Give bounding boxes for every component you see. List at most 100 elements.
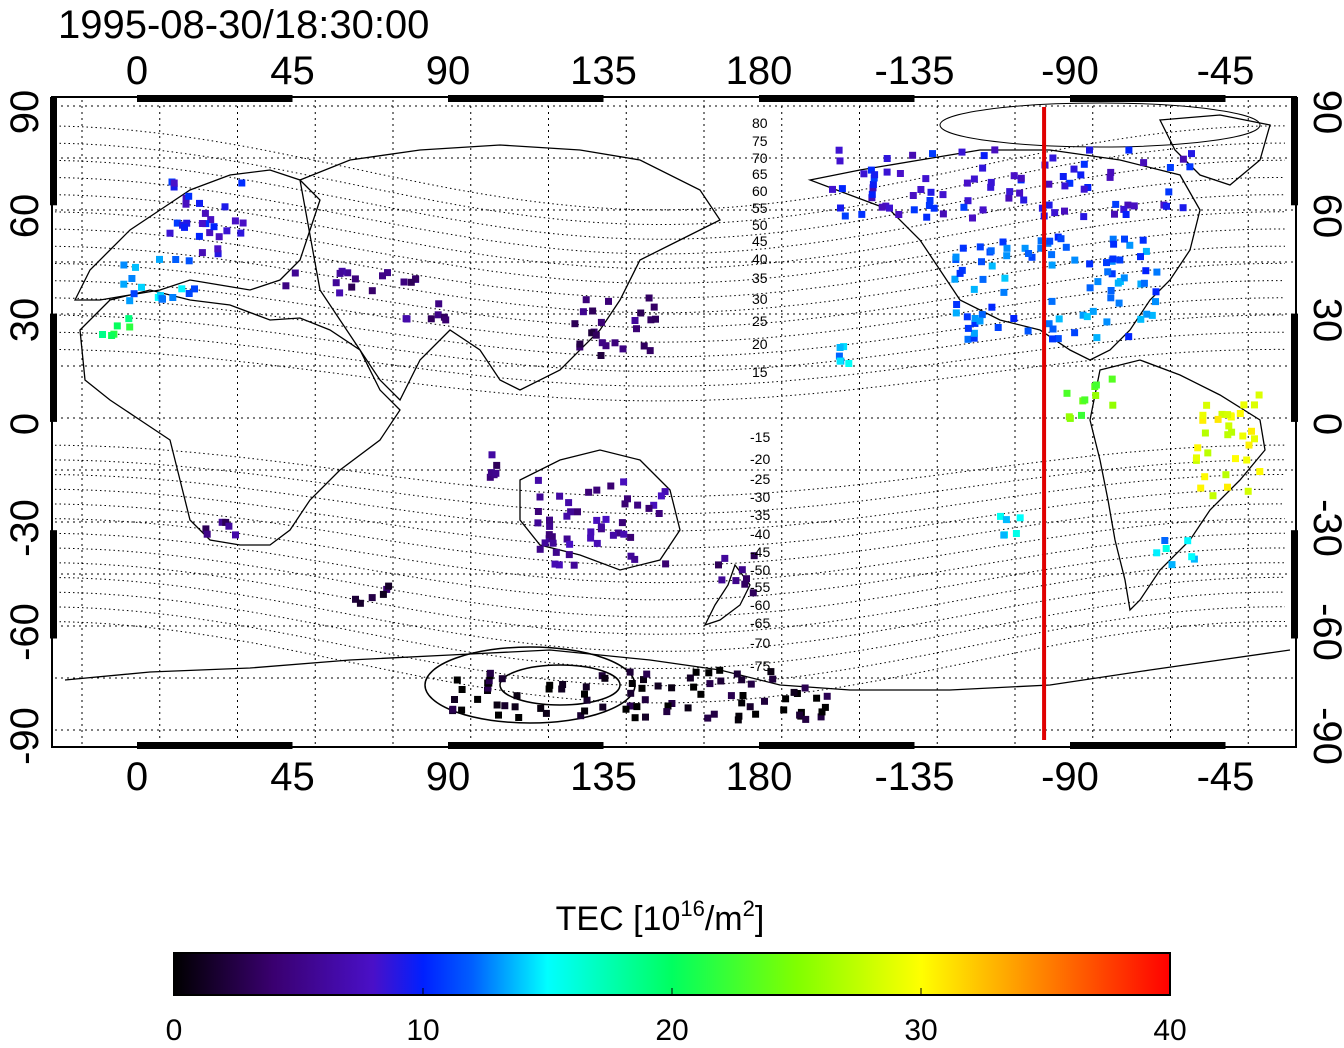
tec-point xyxy=(645,504,653,512)
tec-point xyxy=(1080,160,1088,168)
tec-point xyxy=(214,250,222,258)
colorbar-ticks: 0 10 20 30 40 xyxy=(166,988,1187,1047)
tec-point xyxy=(592,331,600,339)
tec-point xyxy=(138,283,145,291)
tec-point xyxy=(587,534,595,542)
tec-point xyxy=(734,716,742,724)
tec-point xyxy=(534,508,542,515)
tec-point xyxy=(128,275,136,282)
tec-point xyxy=(582,296,590,304)
tec-point xyxy=(1255,391,1263,399)
tec-point xyxy=(403,315,411,323)
mag-contour xyxy=(54,280,1285,343)
tec-point xyxy=(536,545,544,553)
tec-point xyxy=(1046,237,1054,245)
tec-point xyxy=(185,290,193,297)
tec-point xyxy=(597,523,605,531)
tec-point xyxy=(952,309,960,317)
lon-tick-label-top: -90 xyxy=(1041,49,1099,93)
tec-point xyxy=(668,700,676,707)
colorbar-tick-label: 40 xyxy=(1153,1014,1186,1047)
tec-point xyxy=(185,192,193,200)
tec-point xyxy=(838,185,846,193)
tec-point xyxy=(1089,307,1097,315)
tec-point xyxy=(1125,333,1133,341)
tec-point xyxy=(979,164,987,172)
tec-point xyxy=(598,339,606,347)
tec-point xyxy=(835,146,843,154)
tec-point xyxy=(930,204,938,212)
mag-contour xyxy=(54,444,1285,498)
tec-point xyxy=(1214,415,1222,423)
tec-point xyxy=(1137,315,1145,323)
tec-point xyxy=(1049,335,1056,343)
tec-point xyxy=(878,203,886,211)
tec-point xyxy=(1094,278,1102,286)
tec-point xyxy=(823,692,831,700)
mag-contour xyxy=(54,503,1285,566)
contour-label: -75 xyxy=(750,658,770,674)
tec-point xyxy=(640,676,647,684)
tec-point xyxy=(1048,261,1056,269)
tec-point xyxy=(718,576,726,584)
tec-point xyxy=(631,714,639,722)
tec-point xyxy=(1224,411,1232,419)
tec-point xyxy=(1218,410,1226,418)
contour-label: -60 xyxy=(750,597,770,613)
tec-point xyxy=(583,696,591,704)
tec-point xyxy=(556,492,564,500)
tec-point xyxy=(588,329,596,337)
tec-point xyxy=(951,275,959,283)
tec-point xyxy=(925,202,933,209)
tec-point xyxy=(1093,334,1101,342)
tec-point xyxy=(1078,411,1085,419)
tec-point xyxy=(223,227,231,235)
tec-point xyxy=(549,539,557,547)
top-tick-bar xyxy=(1070,95,1226,102)
tec-point xyxy=(384,269,391,277)
tec-point xyxy=(1232,455,1239,463)
tec-point xyxy=(801,684,809,692)
tec-point xyxy=(458,686,466,693)
tec-point xyxy=(501,702,509,710)
tec-point xyxy=(640,342,648,350)
tec-point xyxy=(1108,270,1116,278)
lon-tick-label-top: 45 xyxy=(270,49,315,93)
tec-point xyxy=(1161,537,1169,544)
tec-point xyxy=(1104,268,1112,276)
tec-point xyxy=(486,473,494,481)
mag-contour xyxy=(54,488,1285,549)
lon-tick-label-top: -135 xyxy=(874,49,954,93)
tec-point xyxy=(971,319,979,327)
tec-point xyxy=(655,510,663,517)
tec-point xyxy=(291,269,299,277)
tec-point xyxy=(767,668,775,676)
nz-coast xyxy=(703,563,751,627)
tec-point xyxy=(647,316,655,324)
tec-point xyxy=(663,708,671,716)
tec-point xyxy=(684,704,692,712)
lat-tick-label-left: -30 xyxy=(3,499,47,557)
tec-point xyxy=(458,706,466,714)
lat-tick-label-right: 0 xyxy=(1305,413,1344,435)
contour-label: -40 xyxy=(750,526,770,542)
tec-point xyxy=(958,148,966,156)
tec-point xyxy=(534,476,542,484)
tec-point xyxy=(493,461,501,469)
right-tick-bar xyxy=(1291,313,1298,422)
tec-point xyxy=(495,711,502,719)
tec-point xyxy=(125,315,133,323)
tec-point xyxy=(732,577,740,585)
tec-point xyxy=(1020,196,1028,204)
tec-point xyxy=(576,340,584,348)
tec-point xyxy=(813,694,821,702)
tec-point xyxy=(515,714,523,721)
tec-point xyxy=(620,478,628,486)
tec-point xyxy=(883,168,891,176)
lon-tick-label-top: 0 xyxy=(126,49,148,93)
tec-point xyxy=(627,533,635,541)
tec-point xyxy=(536,493,544,501)
tec-point xyxy=(836,157,844,165)
tec-point xyxy=(939,210,947,218)
tec-point xyxy=(618,519,626,527)
